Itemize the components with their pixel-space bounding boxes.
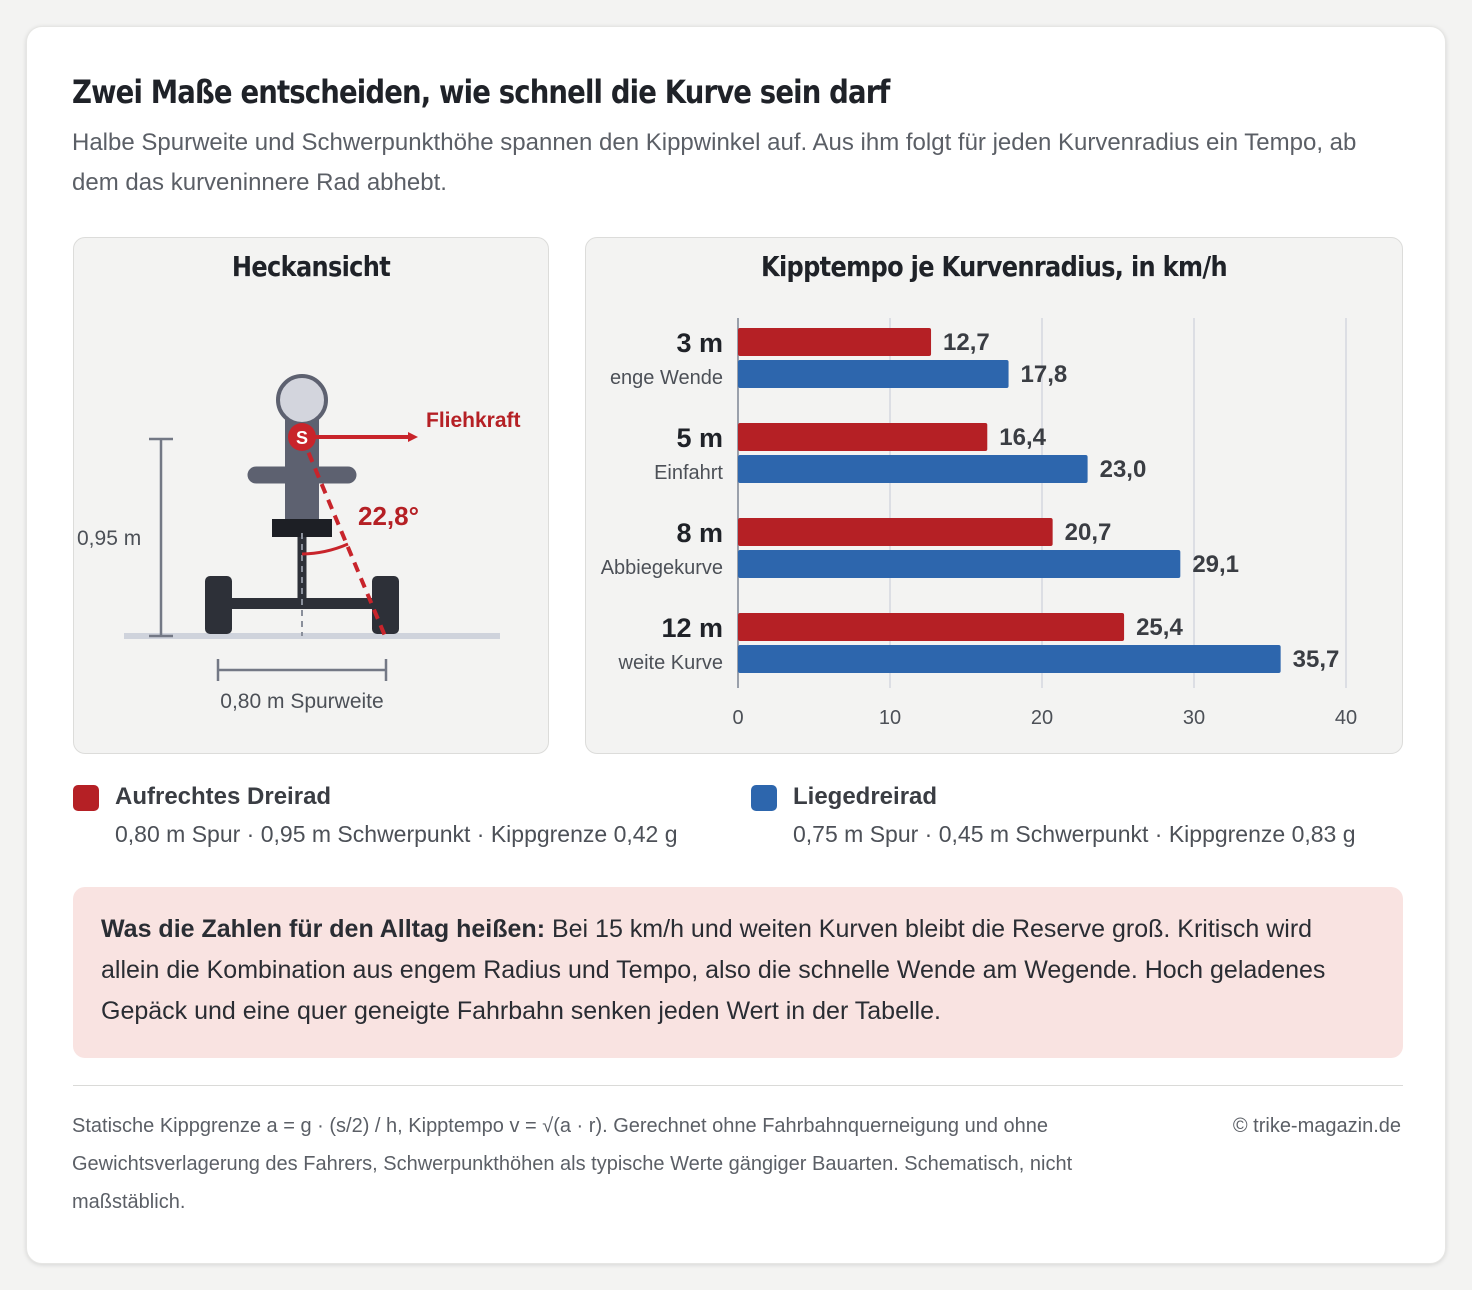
- legend-desc-upright: 0,80 m Spur · 0,95 m Schwerpunkt · Kippg…: [115, 821, 678, 847]
- bar-upright: [738, 328, 932, 356]
- left-wheel: [205, 576, 232, 634]
- legend-swatch-upright: [73, 785, 99, 811]
- bar-upright: [738, 423, 988, 451]
- legend-name-upright: Aufrechtes Dreirad: [115, 783, 332, 810]
- category-sublabel: weite Kurve: [618, 652, 724, 674]
- category-label: 5 m: [676, 423, 723, 453]
- bar-recumbent: [738, 645, 1281, 673]
- data-label: 35,7: [1293, 646, 1340, 673]
- category-sublabel: Abbiegekurve: [601, 557, 723, 579]
- track-label: 0,80 m Spurweite: [220, 690, 383, 713]
- bar-recumbent: [738, 550, 1181, 578]
- bar-recumbent: [738, 360, 1009, 388]
- x-tick-label: 40: [1335, 707, 1357, 729]
- category-label: 3 m: [676, 328, 723, 358]
- bar-upright: [738, 613, 1125, 641]
- rear-view-panel: Heckansicht 0,95 m: [73, 237, 549, 754]
- footnote: Statische Kippgrenze a = g · (s/2) / h, …: [72, 1115, 1073, 1213]
- chart-title: Kipptempo je Kurvenradius, in km/h: [761, 250, 1228, 283]
- angle-label: 22,8°: [358, 501, 419, 531]
- category-sublabel: enge Wende: [610, 367, 723, 389]
- seat: [272, 519, 332, 537]
- x-tick-label: 20: [1031, 707, 1053, 729]
- height-dimension: [149, 437, 173, 638]
- cg-label: S: [296, 428, 308, 448]
- data-label: 20,7: [1065, 519, 1112, 546]
- category-label: 8 m: [676, 518, 723, 548]
- chart-panel: Kipptempo je Kurvenradius, in km/h 0 10 20…: [585, 237, 1403, 754]
- note-text: Bei 15 km/h und weiten Kurven bleibt die…: [101, 915, 1326, 1025]
- height-label: 0,95 m: [77, 527, 141, 550]
- rear-view-diagram: 0,95 m 22,8° Fliehkraft: [77, 374, 521, 713]
- rear-view-title: Heckansicht: [231, 250, 391, 283]
- rider-figure: [247, 374, 357, 537]
- force-label: Fliehkraft: [426, 409, 521, 432]
- x-tick-label: 0: [732, 707, 743, 729]
- data-label: 25,4: [1136, 614, 1183, 641]
- x-tick-label: 30: [1183, 707, 1205, 729]
- bar-chart: 0 10 20 30 40 3 m enge Wende 12,7 17,8 5 m Einfahr…: [601, 318, 1357, 729]
- note-lead: Was die Zahlen für den Alltag heißen:: [101, 915, 546, 943]
- footer-divider: [73, 1085, 1403, 1086]
- page-title: Zwei Maße entscheiden, wie schnell die K…: [72, 73, 890, 111]
- data-label: 29,1: [1192, 551, 1239, 578]
- tipping-line: [300, 436, 387, 637]
- center-of-gravity-marker: [288, 423, 316, 451]
- legend-name-recumbent: Liegedreirad: [793, 783, 938, 810]
- angle-arc: [301, 542, 349, 556]
- bar-upright: [738, 518, 1053, 546]
- bar-recumbent: [738, 455, 1088, 483]
- infographic-card: Zwei Maße entscheiden, wie schnell die K…: [26, 26, 1446, 1264]
- everyday-note: Was die Zahlen für den Alltag heißen: Be…: [73, 887, 1403, 1058]
- legend-desc-recumbent: 0,75 m Spur · 0,45 m Schwerpunkt · Kippg…: [793, 821, 1356, 847]
- data-label: 16,4: [999, 424, 1046, 451]
- copyright: © trike-magazin.de: [1232, 1115, 1401, 1137]
- x-tick-label: 10: [879, 707, 901, 729]
- data-label: 17,8: [1021, 361, 1068, 388]
- data-label: 23,0: [1100, 456, 1147, 483]
- track-dimension: [216, 659, 388, 681]
- right-wheel: [372, 576, 399, 634]
- page-subtitle: Halbe Spurweite und Schwerpunkthöhe span…: [72, 129, 1357, 196]
- data-label: 12,7: [943, 329, 990, 356]
- legend-swatch-recumbent: [751, 785, 777, 811]
- category-label: 12 m: [661, 613, 723, 643]
- category-sublabel: Einfahrt: [654, 462, 723, 484]
- head: [276, 374, 328, 426]
